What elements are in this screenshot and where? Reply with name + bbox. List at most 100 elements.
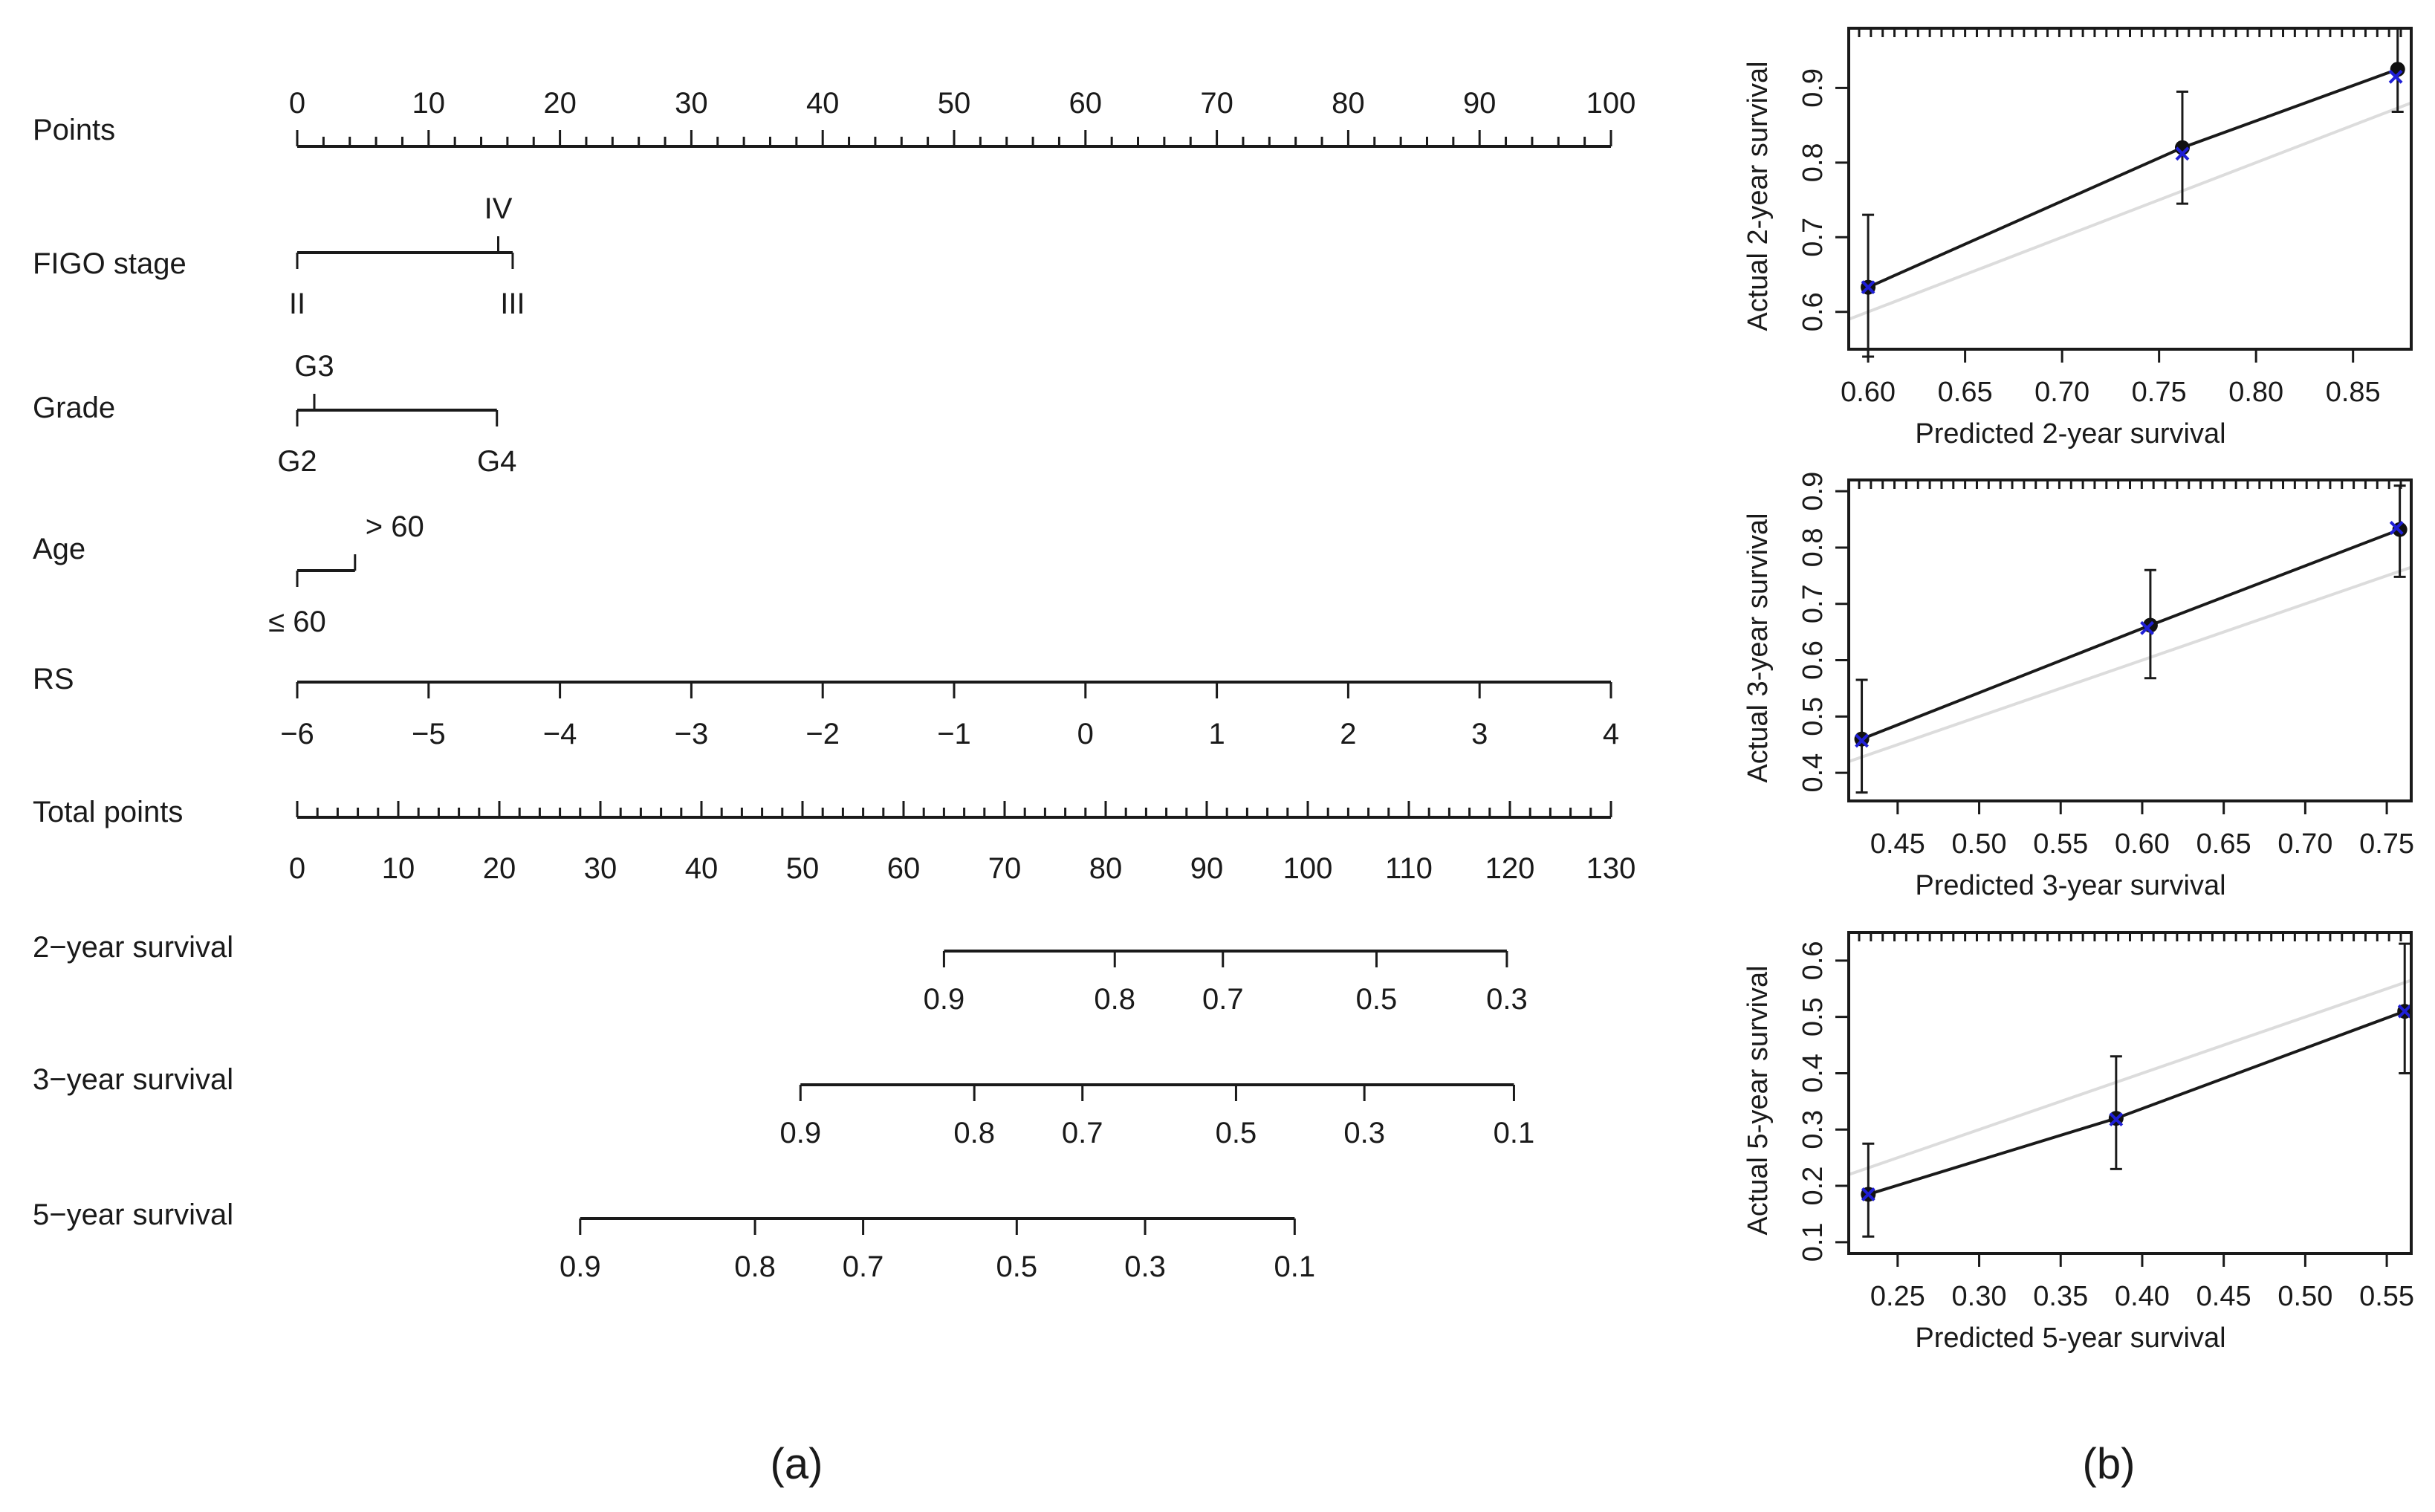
row-label: Points: [33, 114, 115, 146]
level-label-g2: G2: [277, 445, 317, 478]
plot-frame: [1847, 931, 2413, 1255]
tick-label: 0.5: [1356, 983, 1398, 1016]
tick-label: 0: [1077, 718, 1094, 750]
level-label-iii: III: [500, 288, 525, 320]
tick-label: 50: [938, 87, 971, 120]
y-tick-label: 0.4: [1797, 753, 1829, 793]
tick-label: 0.8: [953, 1117, 995, 1149]
x-tick-label: 0.25: [1870, 1281, 1925, 1312]
tick-label: 20: [543, 87, 577, 120]
tick-label: −5: [412, 718, 446, 750]
tick-label: 0.3: [1124, 1250, 1166, 1283]
y-tick-label: 0.4: [1797, 1054, 1829, 1093]
tick-label: 0.5: [996, 1250, 1038, 1283]
tick-label: 0.7: [843, 1250, 884, 1283]
tick-label: 2: [1340, 718, 1356, 750]
x-tick-label: 0.30: [1952, 1281, 2007, 1312]
plot-frame: [1847, 27, 2413, 351]
tick-label: 100: [1283, 852, 1333, 885]
tick-label: 10: [412, 87, 446, 120]
tick-label: 70: [1200, 87, 1233, 120]
y-tick-label: 0.2: [1797, 1167, 1829, 1206]
nomogram-row-points: Points 0 10 20 30 40 50 60 70 80 90 100: [33, 87, 1636, 148]
tick-label: −2: [805, 718, 840, 750]
nomogram-row-total-points: Total points 0 10 20 30 40 50 60 70 80 90 100 110 120…: [33, 796, 1635, 885]
y-tick-label: 0.1: [1797, 1222, 1829, 1262]
x-tick-label: 0.40: [2115, 1281, 2170, 1312]
plot-frame: [1847, 478, 2413, 802]
tick-label: 0.3: [1486, 983, 1528, 1016]
tick-label: 90: [1463, 87, 1497, 120]
x-tick-label: 0.75: [2132, 377, 2187, 408]
nomogram-row-age: Age ≤ 60 > 60: [33, 510, 424, 638]
tick-label: 60: [887, 852, 921, 885]
level-label-g4: G4: [477, 445, 516, 478]
row-label: 5−year survival: [33, 1198, 233, 1231]
tick-label: 40: [685, 852, 719, 885]
y-axis-label: Actual 2-year survival: [1742, 61, 1774, 331]
row-label: FIGO stage: [33, 247, 187, 280]
panel-label-a: (a): [771, 1440, 823, 1488]
tick-label: 50: [786, 852, 820, 885]
row-label: Age: [33, 533, 85, 565]
bias-corrected-marker: [2109, 1112, 2124, 1127]
x-tick-label: 0.60: [1841, 377, 1896, 408]
tick-label: −1: [937, 718, 971, 750]
tick-label: 0.8: [734, 1250, 776, 1283]
y-tick-label: 0.6: [1797, 941, 1829, 980]
nomogram-row-rs: RS −6 −5 −4 −3 −2 −1 0 1 2 3 4: [33, 663, 1619, 750]
x-tick-label: 0.65: [1938, 377, 1993, 408]
x-tick-label: 0.80: [2228, 377, 2283, 408]
ideal-line: [1849, 565, 2411, 763]
bias-corrected-marker: [2175, 146, 2190, 161]
tick-label: 20: [483, 852, 516, 885]
y-tick-label: 0.7: [1797, 584, 1829, 623]
calibration-panel: 0.60 0.65 0.70 0.75 0.80 0.85 0.6 0.7 0.8 0.9 Pred…: [1742, 27, 2414, 1354]
bias-corrected-marker: [1861, 280, 1875, 295]
tick-label: 0.3: [1343, 1117, 1385, 1149]
tick-label: 0.9: [779, 1117, 821, 1149]
row-label: Grade: [33, 392, 115, 424]
tick-label: 0.8: [1094, 983, 1135, 1016]
y-tick-label: 0.5: [1797, 997, 1829, 1036]
tick-label: 3: [1471, 718, 1488, 750]
row-label: Total points: [33, 796, 183, 828]
row-label: 3−year survival: [33, 1063, 233, 1096]
calibration-plot-2: 0.45 0.50 0.55 0.60 0.65 0.70 0.75 0.4 0.5 0.6 0.7…: [1742, 472, 2414, 901]
tick-label: 0.9: [560, 1250, 601, 1283]
level-label-ii: II: [289, 288, 305, 320]
tick-label: 130: [1586, 852, 1636, 885]
x-tick-label: 0.70: [2034, 377, 2089, 408]
calibration-plot-1: 0.60 0.65 0.70 0.75 0.80 0.85 0.6 0.7 0.8 0.9 Pred…: [1742, 27, 2413, 450]
bias-corrected-marker: [1855, 733, 1869, 748]
tick-label: 100: [1586, 87, 1636, 120]
x-axis-label: Predicted 3-year survival: [1915, 870, 2225, 901]
bias-corrected-marker: [2388, 69, 2403, 84]
x-tick-label: 0.45: [2196, 1281, 2251, 1312]
y-tick-label: 0.9: [1797, 472, 1829, 511]
tick-label: 0.1: [1274, 1250, 1316, 1283]
y-axis-label: Actual 3-year survival: [1742, 513, 1774, 782]
tick-label: 0.1: [1494, 1117, 1535, 1149]
x-tick-label: 0.50: [1952, 828, 2007, 860]
y-tick-label: 0.8: [1797, 143, 1829, 182]
nomogram-row-figo-stage: FIGO stage II IV III: [33, 192, 525, 320]
tick-label: 0: [289, 852, 305, 885]
x-tick-label: 0.55: [2359, 1281, 2414, 1312]
nomogram-row-3-year-survival: 3−year survival 0.9 0.8 0.7 0.5 0.3 0.1: [33, 1063, 1534, 1149]
x-tick-label: 0.70: [2277, 828, 2332, 860]
nomogram-row-5-year-survival: 5−year survival 0.9 0.8 0.7 0.5 0.3 0.1: [33, 1198, 1315, 1283]
y-tick-label: 0.9: [1797, 68, 1829, 108]
x-tick-label: 0.60: [2115, 828, 2170, 860]
tick-label: 60: [1069, 87, 1103, 120]
tick-label: 4: [1603, 718, 1619, 750]
row-label: 2−year survival: [33, 931, 233, 964]
x-tick-label: 0.85: [2326, 377, 2381, 408]
nomogram-row-2-year-survival: 2−year survival 0.9 0.8 0.7 0.5 0.3: [33, 931, 1528, 1016]
level-label-60: > 60: [366, 510, 424, 543]
tick-label: 120: [1485, 852, 1535, 885]
y-tick-label: 0.8: [1797, 528, 1829, 568]
observed-line: [1867, 68, 2399, 289]
bias-corrected-marker: [2389, 521, 2404, 535]
